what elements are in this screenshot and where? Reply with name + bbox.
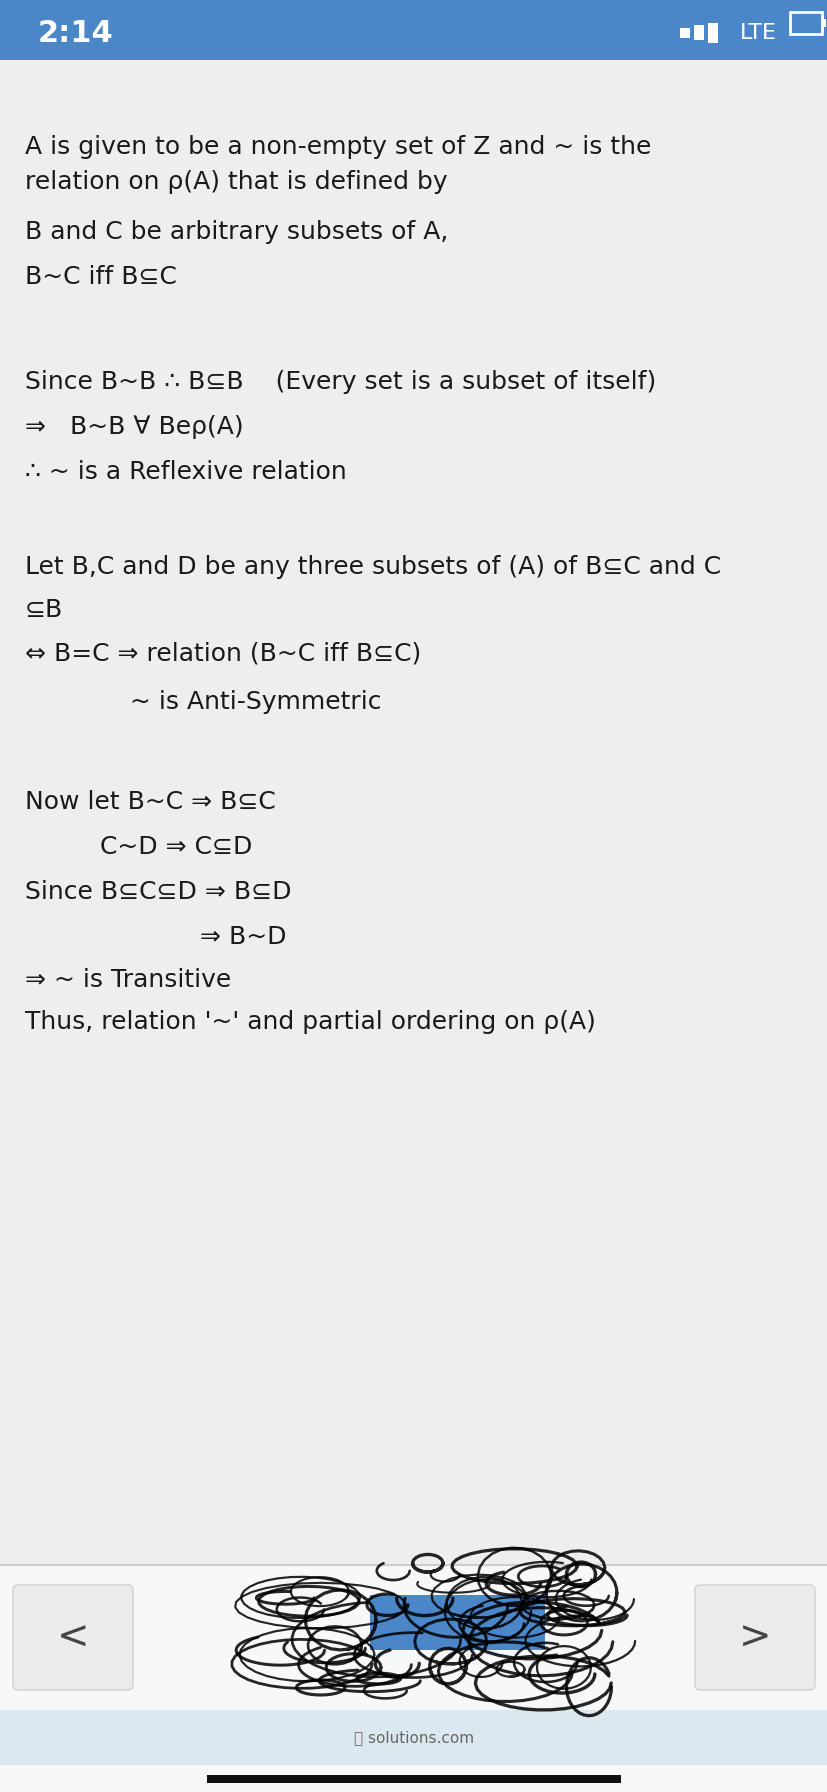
Text: ⇒ ~ is Transitive: ⇒ ~ is Transitive [25,968,231,993]
Text: B and C be arbitrary subsets of A,: B and C be arbitrary subsets of A, [25,220,448,244]
Bar [0,0,827,59]
Text: >: > [738,1618,770,1656]
Text: ~ is Anti-Symmetric: ~ is Anti-Symmetric [130,690,381,713]
Text: 🔒 solutions.com: 🔒 solutions.com [353,1729,474,1745]
Bar [207,1776,620,1783]
Text: ⇔ B=C ⇒ relation (B~C iff B⊆C): ⇔ B=C ⇒ relation (B~C iff B⊆C) [25,642,421,667]
Text: ⇒   B~B ∀ Beρ(A): ⇒ B~B ∀ Beρ(A) [25,416,243,439]
Text: Since B⊆C⊆D ⇒ B⊆D: Since B⊆C⊆D ⇒ B⊆D [25,880,291,903]
Text: ∴ ~ is a Reflexive relation: ∴ ~ is a Reflexive relation [25,461,347,484]
Text: B~C iff B⊆C: B~C iff B⊆C [25,265,177,289]
Text: LTE: LTE [739,23,776,43]
FancyBboxPatch shape [694,1584,814,1690]
Text: <: < [57,1618,89,1656]
Bar [693,25,703,41]
Text: ⊆B: ⊆B [25,599,63,622]
Bar [707,23,717,43]
Text: Since B~B ∴ B⊆B    (Every set is a subset of itself): Since B~B ∴ B⊆B (Every set is a subset o… [25,369,656,394]
Text: relation on ρ(A) that is defined by: relation on ρ(A) that is defined by [25,170,447,194]
Bar [0,1710,827,1765]
Bar [0,1564,827,1792]
Text: ⇒ B~D: ⇒ B~D [200,925,286,950]
Bar [370,1595,544,1650]
Text: 2:14: 2:14 [38,18,113,48]
Text: C~D ⇒ C⊆D: C~D ⇒ C⊆D [100,835,252,858]
Bar [679,29,689,38]
Text: Thus, relation '~' and partial ordering on ρ(A): Thus, relation '~' and partial ordering … [25,1011,595,1034]
Text: Let B,C and D be any three subsets of (A) of B⊆C and C: Let B,C and D be any three subsets of (A… [25,556,720,579]
FancyBboxPatch shape [13,1584,133,1690]
Text: Now let B~C ⇒ B⊆C: Now let B~C ⇒ B⊆C [25,790,275,814]
Text: A is given to be a non-empty set of Z and ~ is the: A is given to be a non-empty set of Z an… [25,134,651,159]
Bar [821,20,825,27]
